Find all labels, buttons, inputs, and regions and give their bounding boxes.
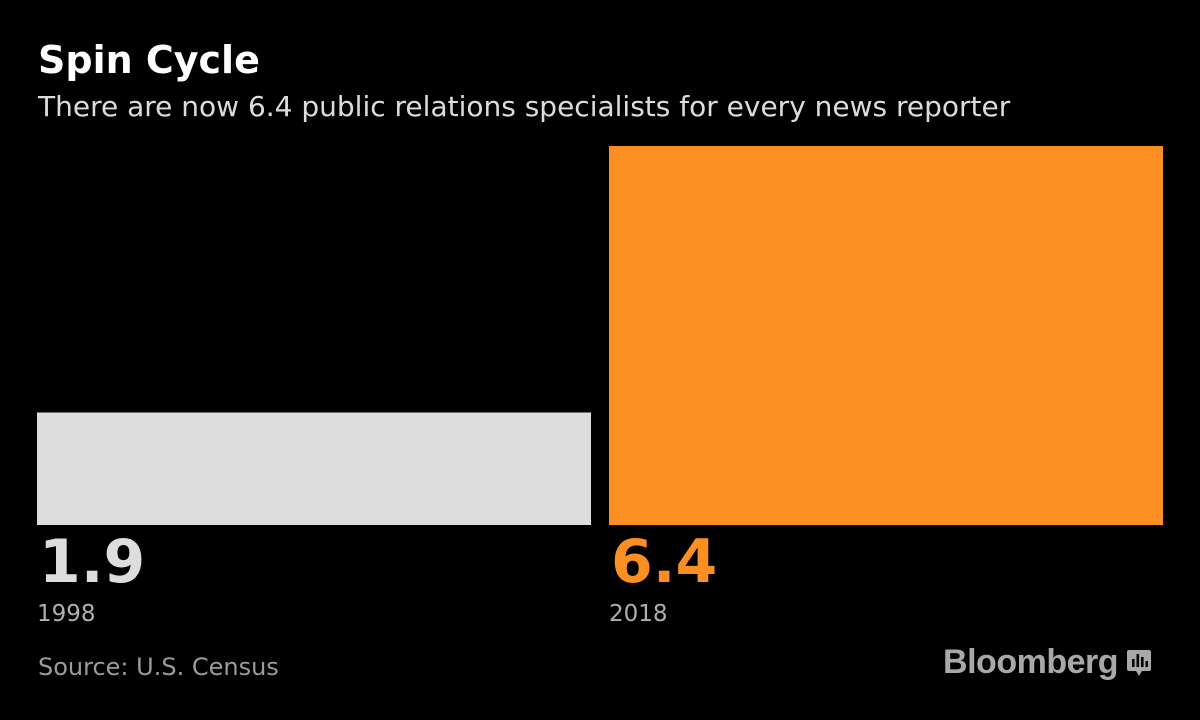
- brand-wordmark: Bloomberg: [943, 643, 1118, 681]
- bar-2018: [609, 146, 1163, 525]
- source-note: Source: U.S. Census: [38, 653, 279, 681]
- value-label-1998: 1.9: [39, 527, 145, 597]
- bloomberg-chart-icon: [1127, 649, 1151, 676]
- chart-title: Spin Cycle: [38, 38, 260, 82]
- category-label-2018: 2018: [609, 601, 668, 627]
- value-label-2018: 6.4: [611, 527, 717, 597]
- bar-1998: [37, 412, 591, 525]
- chart-subtitle: There are now 6.4 public relations speci…: [38, 90, 1011, 123]
- category-label-1998: 1998: [37, 601, 96, 627]
- bloomberg-logo: Bloomberg: [943, 643, 1152, 682]
